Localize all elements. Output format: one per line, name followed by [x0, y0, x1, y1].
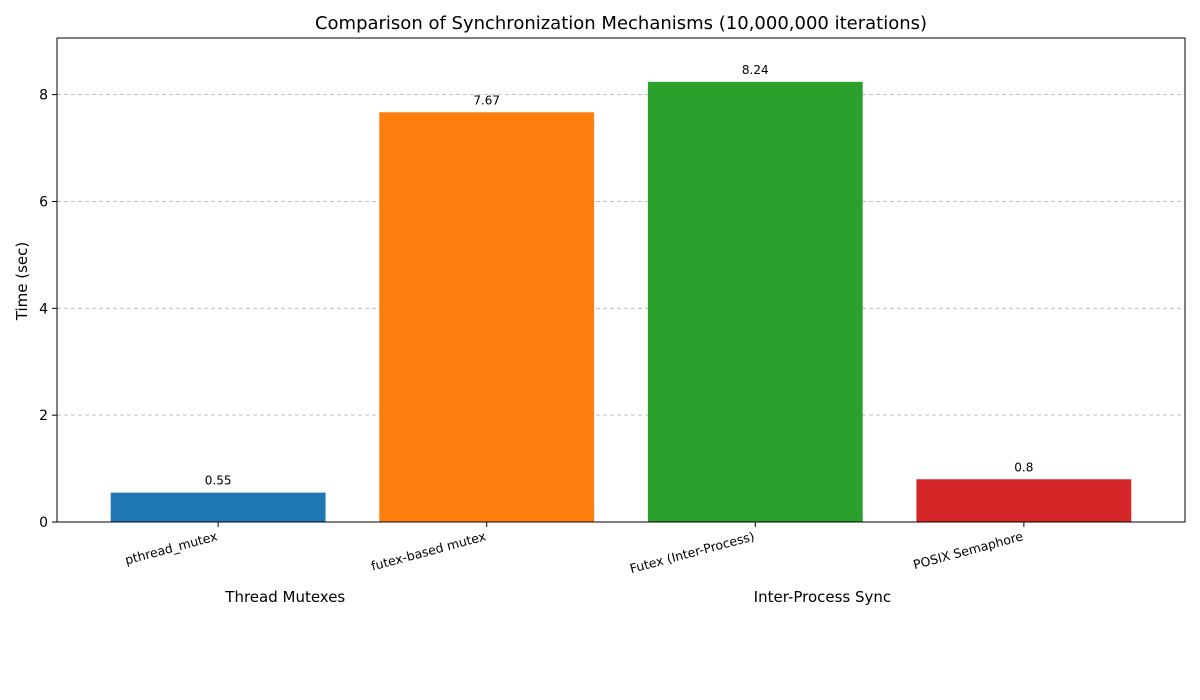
data-label: 8.24: [742, 63, 769, 77]
x-tick-label: futex-based mutex: [369, 528, 487, 573]
gridlines: [57, 94, 1185, 416]
bar: [916, 479, 1132, 522]
x-tick-label: POSIX Semaphore: [912, 528, 1025, 572]
data-label: 0.8: [1014, 460, 1033, 474]
x-tick-label: Futex (Inter-Process): [628, 528, 756, 576]
group-label: Thread Mutexes: [224, 588, 345, 606]
bars: [110, 81, 1132, 523]
data-label: 7.67: [473, 93, 500, 107]
y-tick-label: 4: [39, 301, 48, 317]
group-labels: Thread Mutexes Inter-Process Sync: [224, 588, 891, 606]
y-tick-label: 2: [39, 408, 48, 424]
y-tick-label: 8: [39, 88, 48, 104]
x-tick-label: pthread_mutex: [123, 528, 219, 567]
bar: [110, 492, 326, 522]
bar: [379, 112, 595, 522]
y-axis-label: Time (sec): [13, 242, 31, 321]
data-labels: 0.55 7.67 8.24 0.8: [205, 63, 1034, 488]
y-axis-ticks: 0 2 4 6 8: [39, 88, 57, 531]
x-axis-ticks: pthread_mutex futex-based mutex Futex (Int…: [123, 522, 1025, 576]
y-tick-label: 0: [39, 515, 48, 531]
bar: [647, 81, 863, 523]
data-label: 0.55: [205, 474, 232, 488]
chart-title: Comparison of Synchronization Mechanisms…: [315, 13, 927, 34]
y-tick-label: 6: [39, 194, 48, 210]
plot-frame: [56, 37, 1186, 523]
group-label: Inter-Process Sync: [754, 588, 891, 606]
